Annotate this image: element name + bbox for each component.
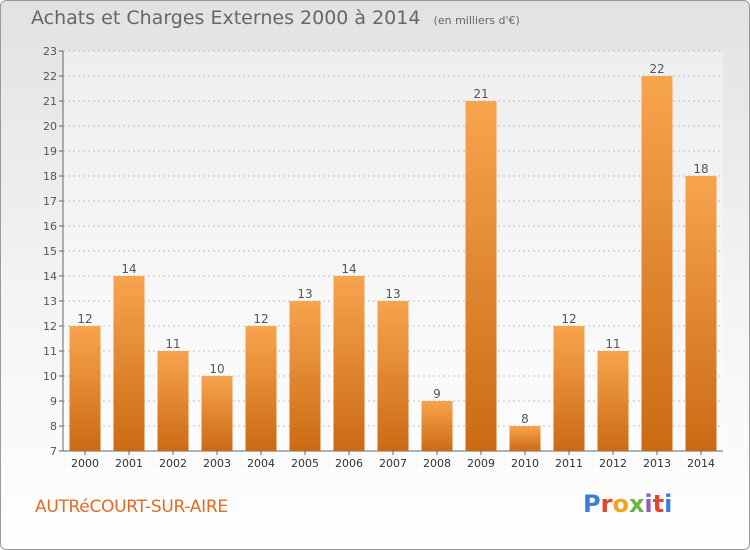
x-tick-label: 2005	[291, 457, 319, 470]
bar	[641, 76, 673, 451]
logo-letter: o	[612, 490, 629, 518]
y-tick-label: 21	[43, 95, 57, 108]
logo-letter: r	[600, 490, 613, 518]
chart-unit: (en milliers d'€)	[433, 14, 520, 27]
data-label: 10	[209, 362, 224, 376]
logo-letter: i	[664, 490, 673, 518]
data-label: 11	[165, 337, 180, 351]
data-label: 12	[77, 312, 92, 326]
y-tick-label: 9	[50, 395, 57, 408]
data-label: 11	[605, 337, 620, 351]
x-tick-label: 2011	[555, 457, 583, 470]
bar	[509, 426, 541, 451]
y-tick-label: 15	[43, 245, 57, 258]
bar	[377, 301, 409, 451]
y-tick-label: 10	[43, 370, 57, 383]
data-label: 14	[341, 262, 356, 276]
proxiti-logo[interactable]: Proxiti	[583, 490, 672, 518]
y-tick-label: 14	[43, 270, 57, 283]
data-label: 12	[561, 312, 576, 326]
bar	[113, 276, 145, 451]
bar	[597, 351, 629, 451]
data-label: 22	[649, 62, 664, 76]
town-name: AUTRéCOURT-SUR-AIRE	[35, 497, 228, 517]
chart-title: Achats et Charges Externes 2000 à 2014 (…	[31, 7, 520, 29]
y-tick-label: 16	[43, 220, 57, 233]
x-tick-label: 2009	[467, 457, 495, 470]
y-tick-label: 7	[50, 445, 57, 458]
data-label: 13	[385, 287, 400, 301]
data-label: 12	[253, 312, 268, 326]
bar	[157, 351, 189, 451]
data-label: 18	[693, 162, 708, 176]
x-tick-label: 2014	[687, 457, 715, 470]
data-label: 14	[121, 262, 136, 276]
bar	[69, 326, 101, 451]
y-tick-label: 8	[50, 420, 57, 433]
x-tick-label: 2003	[203, 457, 231, 470]
logo-letter: P	[583, 490, 601, 518]
bar	[201, 376, 233, 451]
y-tick-label: 20	[43, 120, 57, 133]
x-tick-label: 2012	[599, 457, 627, 470]
data-label: 9	[433, 387, 441, 401]
y-tick-label: 22	[43, 70, 57, 83]
data-label: 13	[297, 287, 312, 301]
x-tick-label: 2000	[71, 457, 99, 470]
y-tick-label: 23	[43, 45, 57, 58]
x-tick-label: 2001	[115, 457, 143, 470]
y-tick-label: 11	[43, 345, 57, 358]
bar	[685, 176, 717, 451]
x-tick-label: 2004	[247, 457, 275, 470]
y-tick-label: 18	[43, 170, 57, 183]
x-tick-label: 2002	[159, 457, 187, 470]
data-label: 8	[521, 412, 529, 426]
logo-letter: x	[628, 490, 645, 518]
x-tick-label: 2007	[379, 457, 407, 470]
y-tick-label: 12	[43, 320, 57, 333]
x-tick-label: 2008	[423, 457, 451, 470]
bar	[333, 276, 365, 451]
bar	[553, 326, 585, 451]
y-tick-label: 13	[43, 295, 57, 308]
y-tick-label: 17	[43, 195, 57, 208]
bar	[245, 326, 277, 451]
logo-letter: t	[652, 490, 665, 518]
x-tick-label: 2013	[643, 457, 671, 470]
bar	[421, 401, 453, 451]
y-tick-label: 19	[43, 145, 57, 158]
bar	[289, 301, 321, 451]
bar	[465, 101, 497, 451]
x-tick-label: 2006	[335, 457, 363, 470]
logo-letter: i	[644, 490, 653, 518]
data-label: 21	[473, 87, 488, 101]
chart-title-text: Achats et Charges Externes 2000 à 2014	[31, 7, 421, 29]
x-tick-label: 2010	[511, 457, 539, 470]
